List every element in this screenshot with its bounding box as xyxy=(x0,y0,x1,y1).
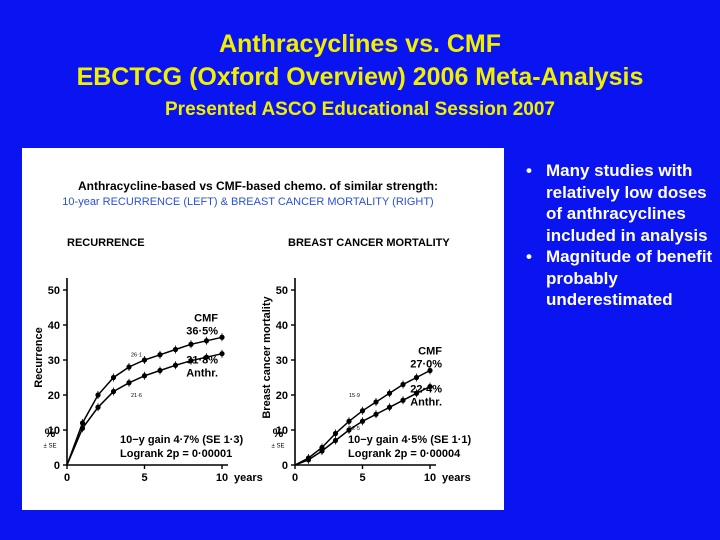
y-tick-label: 10 xyxy=(276,425,288,437)
x-tick-label: 5 xyxy=(141,472,147,484)
series-end-value: 31·8% xyxy=(186,355,218,367)
x-tick-label: 5 xyxy=(359,472,365,484)
se-label: ± SE xyxy=(272,444,285,450)
y-tick-label: 20 xyxy=(276,390,288,402)
panel-title: RECURRENCE xyxy=(67,237,145,249)
slide-title-line2: EBCTCG (Oxford Overview) 2006 Meta-Analy… xyxy=(76,63,644,91)
y-tick-label: 40 xyxy=(48,320,60,332)
slide-title-line1: Anthracyclines vs. CMF xyxy=(218,30,502,58)
annotation-text: 10−y gain 4·7% (SE 1·3) xyxy=(120,434,244,446)
annotation-text: 10−y gain 4·5% (SE 1·1) xyxy=(348,434,472,446)
y-tick-label: 50 xyxy=(276,285,288,297)
series-name-label: Anthr. xyxy=(410,397,442,409)
y-tick-label: 20 xyxy=(48,390,60,402)
point-label: 12·5 xyxy=(349,426,360,432)
series-end-value: 27·0% xyxy=(410,359,442,371)
x-tick-label: 0 xyxy=(64,472,70,484)
panel-title: BREAST CANCER MORTALITY xyxy=(288,237,450,249)
y-unit-label: % xyxy=(273,426,284,440)
bullet-list: Many studies with relatively low doses o… xyxy=(520,160,716,311)
y-tick-label: 0 xyxy=(54,460,60,472)
annotation-text: Logrank 2p = 0·00001 xyxy=(120,448,232,460)
y-tick-label: 30 xyxy=(48,355,60,367)
figure-panel: Anthracycline-based vs CMF-based chemo. … xyxy=(22,148,504,510)
x-tick-label: 10 xyxy=(216,472,228,484)
y-unit-label: % xyxy=(45,426,56,440)
series-name-label: Anthr. xyxy=(186,368,218,380)
series-end-value: 36·5% xyxy=(186,325,218,337)
series-name-label: CMF xyxy=(418,346,442,358)
y-tick-label: 0 xyxy=(282,460,288,472)
se-label: ± SE xyxy=(44,444,57,450)
series-end-value: 22·4% xyxy=(410,384,442,396)
figure-subtitle: 10-year RECURRENCE (LEFT) & BREAST CANCE… xyxy=(62,196,433,208)
point-label: 21·6 xyxy=(131,393,142,399)
figure-svg: Anthracycline-based vs CMF-based chemo. … xyxy=(33,179,472,484)
x-tick-label: 10 xyxy=(424,472,436,484)
y-tick-label: 50 xyxy=(48,285,60,297)
bullet-item: Magnitude of benefit probably underestim… xyxy=(520,246,716,311)
bullet-item: Many studies with relatively low doses o… xyxy=(520,160,716,246)
y-tick-label: 10 xyxy=(48,425,60,437)
x-tick-label: 0 xyxy=(292,472,298,484)
y-axis-label: Breast cancer mortality xyxy=(261,295,273,418)
y-tick-label: 30 xyxy=(276,355,288,367)
point-label: 26·1 xyxy=(131,353,142,359)
slide-title-line3: Presented ASCO Educational Session 2007 xyxy=(165,99,555,120)
x-axis-label: years xyxy=(234,472,263,484)
y-axis-label: Recurrence xyxy=(33,327,45,388)
figure-title: Anthracycline-based vs CMF-based chemo. … xyxy=(78,179,438,193)
point-label: 15·9 xyxy=(349,393,360,399)
x-axis-label: years xyxy=(442,472,471,484)
series-name-label: CMF xyxy=(194,312,218,324)
y-tick-label: 40 xyxy=(276,320,288,332)
annotation-text: Logrank 2p = 0·00004 xyxy=(348,448,461,460)
